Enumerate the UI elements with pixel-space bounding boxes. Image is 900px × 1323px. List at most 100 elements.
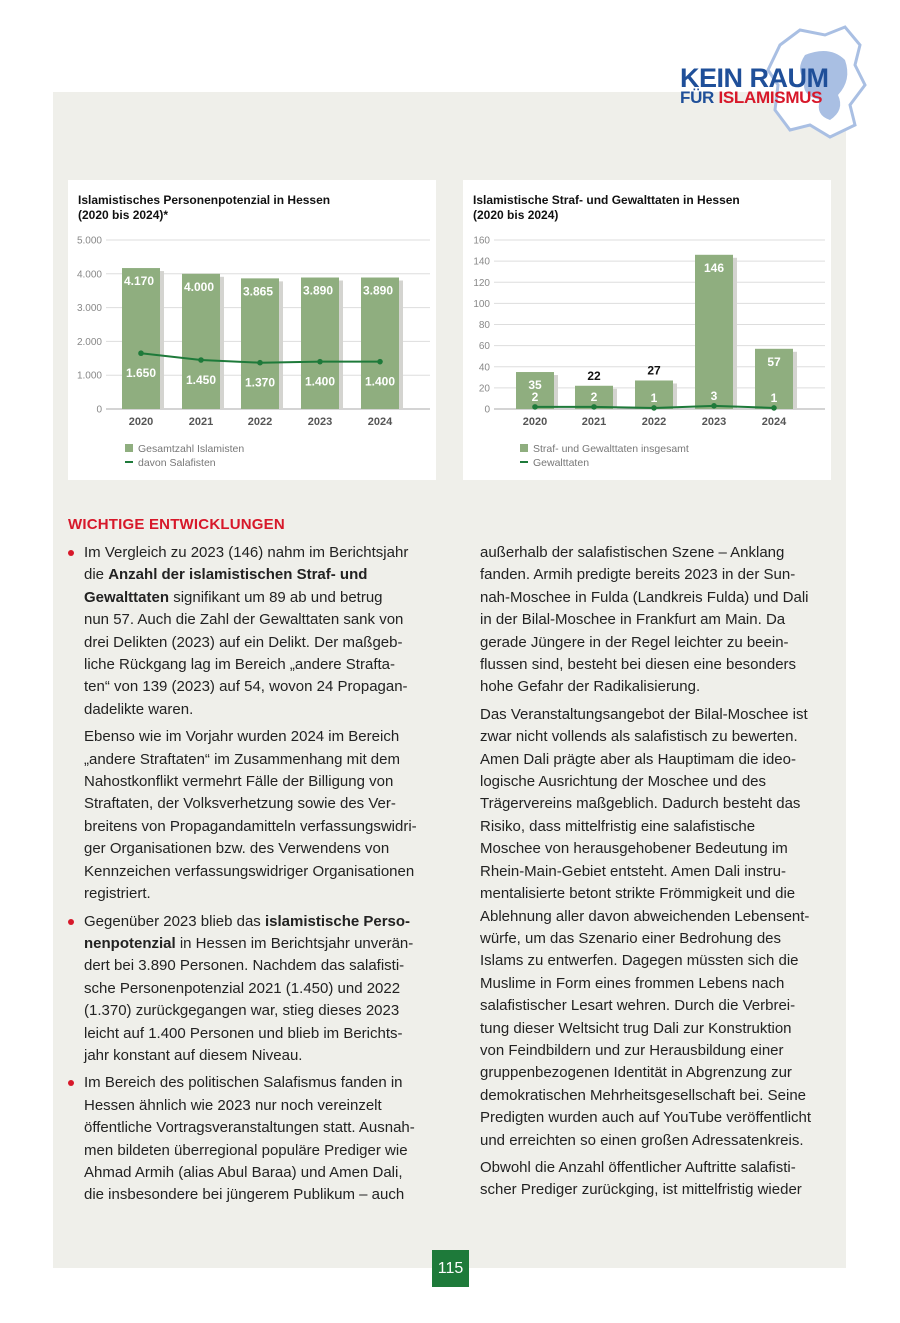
text-line: demokratischen Mehrheitsgesellschaft bei… bbox=[480, 1086, 807, 1104]
paragraph: Das Veranstaltungsangebot der Bilal-Mosc… bbox=[480, 704, 835, 1152]
bar-value-label: 27 bbox=[647, 363, 661, 377]
text-line: liche Rückgang lag im Bereich „andere St… bbox=[84, 656, 395, 674]
text-line: öffentliche Vortragsveranstaltungen stat… bbox=[84, 1119, 415, 1137]
line-value-label: 1.650 bbox=[126, 366, 156, 380]
text-column-right: außerhalb der salafistischen Szene – Ank… bbox=[480, 542, 835, 1207]
y-tick-label: 3.000 bbox=[77, 303, 102, 314]
x-tick-label: 2023 bbox=[702, 416, 726, 428]
line-value-label: 2 bbox=[591, 390, 598, 404]
bar bbox=[575, 385, 613, 409]
line-point bbox=[377, 358, 383, 365]
bar bbox=[241, 278, 279, 409]
chart-title: Islamistisches Personenpotenzial in Hess… bbox=[78, 193, 330, 223]
line-value-label: 1.400 bbox=[365, 375, 395, 389]
chart-svg: 0204060801001201401603520202220212720221… bbox=[473, 236, 825, 469]
text: die bbox=[84, 566, 109, 584]
line-point bbox=[591, 404, 597, 410]
bar-value-label: 4.170 bbox=[124, 274, 154, 288]
bar-value-label: 3.890 bbox=[363, 284, 393, 298]
text-line: die insbesondere bei jüngerem Publikum –… bbox=[84, 1186, 405, 1204]
bullet-icon bbox=[68, 550, 74, 556]
bold-text: islamistische Perso- bbox=[264, 912, 411, 930]
text-line: Trägervereins maßgeblich. Dadurch besteh… bbox=[480, 795, 801, 813]
text-line: drei Delikten (2023) auf ein Delikt. Der… bbox=[84, 633, 403, 651]
legend-bar-swatch bbox=[125, 444, 133, 452]
line-point bbox=[771, 405, 777, 411]
paragraph: Ebenso wie im Vorjahr wurden 2024 im Ber… bbox=[68, 726, 443, 905]
text-line: Rhein-Main-Gebiet entsteht. Amen Dali in… bbox=[480, 862, 786, 880]
x-tick-label: 2022 bbox=[248, 416, 272, 428]
text-line: Hessen ähnlich wie 2023 nur noch vereinz… bbox=[84, 1096, 382, 1114]
text-line: und erreichten so einen großen Adressate… bbox=[480, 1131, 804, 1149]
text-line: ten“ von 139 (2023) auf 54, wovon 24 Pro… bbox=[84, 678, 408, 696]
bar-value-label: 57 bbox=[767, 355, 781, 369]
line-value-label: 1.400 bbox=[305, 375, 335, 389]
chart-title: Islamistische Straf- und Gewalttaten in … bbox=[473, 193, 740, 223]
bullet-icon bbox=[68, 918, 74, 925]
line-value-label: 2 bbox=[532, 390, 539, 404]
text-line: Amen Dali prägte aber als Hauptimam die … bbox=[480, 750, 796, 768]
text-line: (1.370) zurückgegangen war, stieg dieses… bbox=[84, 1002, 400, 1020]
text-line: Moschee von herausgehobener Bedeutung im bbox=[480, 840, 788, 858]
logo-line2: FÜR ISLAMISMUS bbox=[680, 89, 823, 107]
line-point bbox=[138, 350, 144, 357]
text-line: fanden. Armih predigte bereits 2023 in d… bbox=[480, 566, 796, 584]
text-line: Im Bereich des politischen Salafismus fa… bbox=[84, 1074, 403, 1092]
text-line: flussen sind, besteht bei diesen eine be… bbox=[480, 656, 797, 674]
text-line: salafistischer Lesart wehren. Durch die … bbox=[480, 997, 796, 1015]
bullet-icon bbox=[68, 1080, 74, 1087]
y-tick-label: 20 bbox=[479, 383, 491, 394]
text-line: Islams zu entwerfen. Dagegen müssten sic… bbox=[480, 952, 799, 970]
chart-title-line2: (2020 bis 2024)* bbox=[78, 208, 169, 222]
x-tick-label: 2024 bbox=[762, 416, 787, 428]
text: in Hessen im Berichtsjahr unverän- bbox=[175, 934, 414, 952]
legend-label: Gewalttaten bbox=[533, 457, 589, 469]
chart-personenpotenzial: 0 1.000 2.000 3.000 4.000 5.000 4.170 2020 4.000… bbox=[68, 180, 436, 480]
bar bbox=[361, 277, 399, 409]
text-line: die Anzahl der islamistischen Straf- und bbox=[84, 564, 443, 586]
text-line: Ahmad Armih (alias Abul Baraa) und Amen … bbox=[84, 1163, 403, 1181]
bar bbox=[755, 348, 793, 409]
text-line: gruppenbezogenen Identität in Abgrenzung… bbox=[480, 1064, 792, 1082]
y-tick-label: 0 bbox=[484, 405, 490, 416]
y-tick-label: 100 bbox=[473, 299, 490, 310]
text-line: tung dieser Weltsicht trug Dali zur Kons… bbox=[480, 1019, 792, 1037]
bar-value-label: 22 bbox=[587, 369, 601, 383]
text-line: sche Personenpotenzial 2021 (1.450) und … bbox=[84, 979, 401, 997]
x-tick-label: 2020 bbox=[523, 416, 547, 428]
chart-straf-gewalttaten: 0 20 40 60 80 100 120 140 160 35 2020 22 2021 27 2022 1… bbox=[463, 180, 831, 480]
x-tick-label: 2022 bbox=[642, 416, 666, 428]
chart-svg: 0 1.000 2.000 3.000 4.000 5.000 4.170 2020 4.000… bbox=[77, 236, 430, 469]
text-line: Predigten wurden auch auf YouTube veröff… bbox=[480, 1109, 812, 1127]
line-value-label: 1 bbox=[771, 391, 778, 405]
x-tick-label: 2020 bbox=[129, 416, 153, 428]
text-line: in der Bilal-Moschee in Frankfurt am Mai… bbox=[480, 611, 786, 629]
text-line: Im Vergleich zu 2023 (146) nahm im Beric… bbox=[84, 544, 409, 561]
text-line: zwar nicht vollends als salafistisch zu … bbox=[480, 728, 798, 746]
bold-text: Anzahl der islamistischen Straf- und bbox=[108, 566, 368, 584]
text-line: Obwohl die Anzahl öffentlicher Auftritte… bbox=[480, 1158, 796, 1176]
line-point bbox=[317, 358, 323, 365]
text-line: ger Organisationen bzw. des Verwendens v… bbox=[84, 840, 390, 858]
legend-label: Gesamtzahl Islamisten bbox=[138, 443, 244, 455]
bar-value-label: 3.890 bbox=[303, 284, 333, 298]
x-tick-label: 2024 bbox=[368, 416, 393, 428]
text-line: logische Ausrichtung der Moschee und des bbox=[480, 773, 767, 791]
text-line: dadelikte waren. bbox=[84, 700, 194, 718]
line-point bbox=[711, 403, 717, 409]
line-value-label: 3 bbox=[711, 389, 718, 403]
line-value-label: 1.370 bbox=[245, 376, 275, 390]
text-line: registriert. bbox=[84, 885, 151, 903]
text-line: jahr konstant auf diesem Niveau. bbox=[84, 1046, 303, 1064]
text: signifikant um 89 ab und betrug bbox=[169, 588, 383, 606]
chart-title-line1: Islamistisches Personenpotenzial in Hess… bbox=[78, 193, 331, 207]
x-tick-label: 2023 bbox=[308, 416, 332, 428]
text-line: scher Prediger zurückging, ist mittelfri… bbox=[480, 1181, 802, 1199]
y-tick-label: 2.000 bbox=[77, 337, 102, 348]
text-line: gerade Jüngere in der Regel leichter zu … bbox=[480, 633, 789, 651]
x-tick-label: 2021 bbox=[189, 416, 213, 428]
text-line: breitens von Propagandamitteln verfassun… bbox=[84, 817, 417, 835]
bar-value-label: 146 bbox=[704, 261, 724, 275]
text-column-left: Im Vergleich zu 2023 (146) nahm im Beric… bbox=[68, 542, 443, 1212]
legend-label: davon Salafisten bbox=[138, 457, 216, 469]
